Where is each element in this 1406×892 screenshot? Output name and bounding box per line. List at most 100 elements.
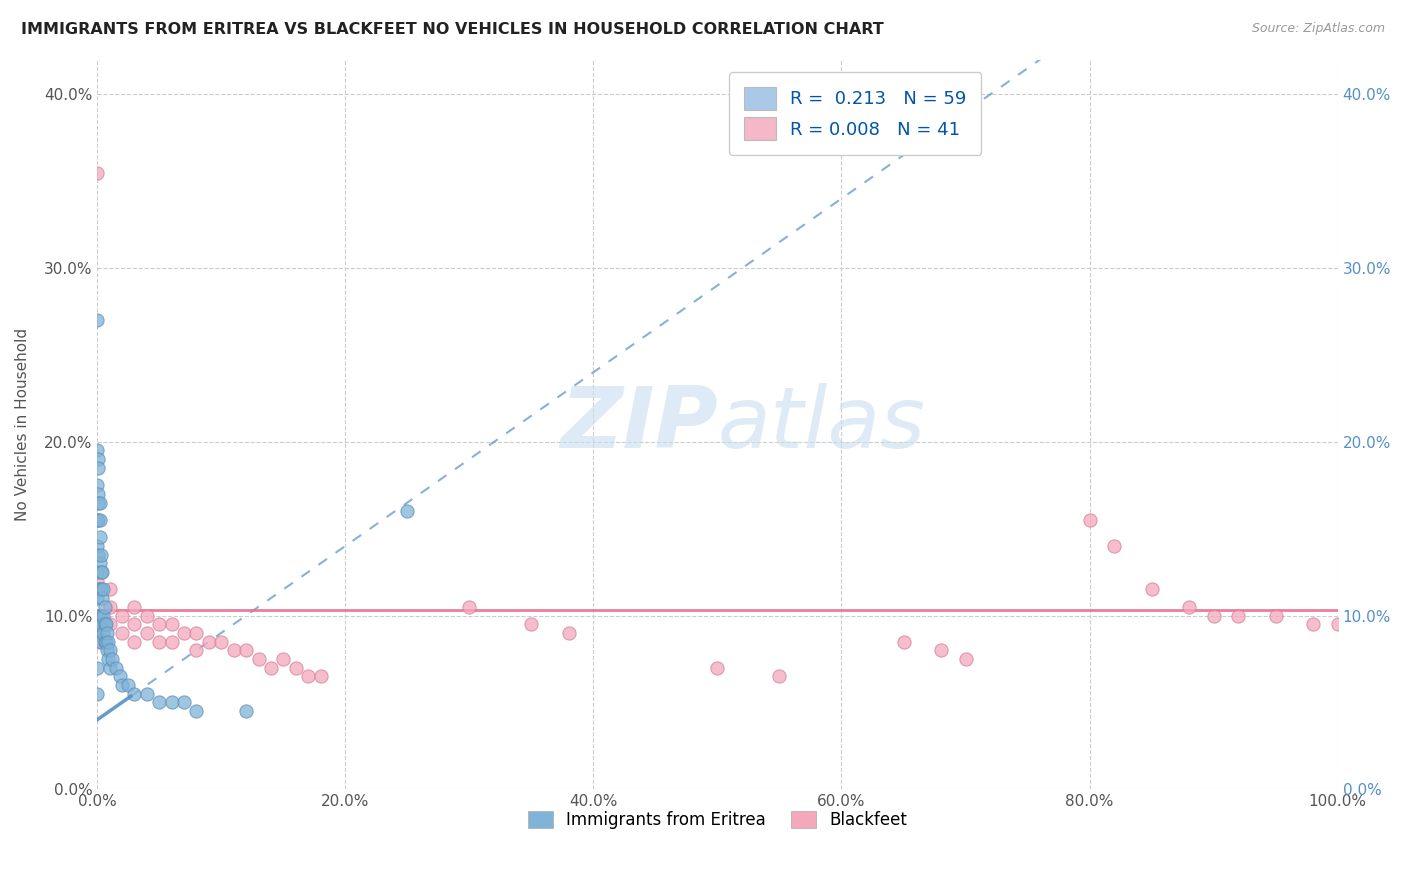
Point (89, 495, 111, 509)
Point (104, 660, 127, 674)
Point (86, 660, 108, 674)
Point (98, 599, 121, 614)
Point (91, 565, 114, 579)
Point (1104, 539, 1126, 553)
Point (97, 652, 120, 666)
Point (160, 695, 183, 709)
Point (260, 660, 283, 674)
Point (768, 669, 790, 683)
Point (111, 625, 134, 640)
Point (101, 652, 124, 666)
Point (86, 165, 108, 179)
Point (173, 625, 195, 640)
Point (235, 704, 257, 718)
Point (86, 478, 108, 492)
Point (271, 652, 294, 666)
Text: ZIP: ZIP (560, 383, 717, 466)
Point (117, 678, 139, 692)
Point (1227, 608, 1250, 623)
Point (86, 617, 108, 632)
Point (90, 565, 112, 579)
Point (91, 617, 114, 632)
Point (93, 599, 115, 614)
Point (91, 591, 114, 606)
Y-axis label: No Vehicles in Household: No Vehicles in Household (15, 328, 30, 521)
Point (297, 669, 319, 683)
Point (89, 513, 111, 527)
Point (93, 582, 115, 597)
Point (111, 608, 134, 623)
Point (135, 625, 157, 640)
Point (87, 460, 110, 475)
Point (557, 625, 579, 640)
Point (97, 634, 120, 648)
Point (1326, 617, 1348, 632)
Point (86, 313, 108, 327)
Point (520, 617, 543, 632)
Point (86, 687, 108, 701)
Point (96, 625, 118, 640)
Point (90, 634, 112, 648)
Point (94, 617, 117, 632)
Point (1302, 617, 1324, 632)
Point (1264, 608, 1286, 623)
Text: Source: ZipAtlas.com: Source: ZipAtlas.com (1251, 22, 1385, 36)
Point (1202, 608, 1225, 623)
Point (124, 687, 146, 701)
Point (90, 582, 112, 597)
Point (89, 608, 111, 623)
Point (86, 539, 108, 553)
Point (160, 617, 183, 632)
Point (90, 608, 112, 623)
Point (87, 582, 110, 597)
Point (89, 530, 111, 544)
Point (86, 634, 108, 648)
Point (87, 513, 110, 527)
Point (135, 608, 157, 623)
Point (86, 513, 108, 527)
Point (87, 495, 110, 509)
Point (186, 625, 208, 640)
Point (222, 643, 245, 657)
Point (458, 599, 481, 614)
Point (124, 599, 146, 614)
Point (1140, 582, 1163, 597)
Text: IMMIGRANTS FROM ERITREA VS BLACKFEET NO VEHICLES IN HOUSEHOLD CORRELATION CHART: IMMIGRANTS FROM ERITREA VS BLACKFEET NO … (21, 22, 884, 37)
Point (98, 617, 121, 632)
Point (135, 687, 157, 701)
Point (160, 634, 183, 648)
Point (893, 634, 915, 648)
Point (98, 643, 121, 657)
Point (93, 634, 115, 648)
Point (124, 634, 146, 648)
Point (284, 660, 307, 674)
Point (929, 643, 952, 657)
Point (93, 625, 115, 640)
Point (87, 617, 110, 632)
Point (86, 591, 108, 606)
Point (96, 643, 118, 657)
Point (148, 695, 170, 709)
Point (89, 582, 111, 597)
Point (247, 652, 270, 666)
Point (198, 634, 221, 648)
Point (98, 582, 121, 597)
Point (86, 625, 108, 640)
Legend: Immigrants from Eritrea, Blackfeet: Immigrants from Eritrea, Blackfeet (522, 804, 914, 836)
Point (86, 574, 108, 588)
Point (186, 704, 208, 718)
Point (173, 695, 195, 709)
Point (396, 504, 419, 518)
Point (111, 678, 134, 692)
Point (93, 617, 115, 632)
Point (148, 634, 170, 648)
Point (706, 660, 728, 674)
Point (89, 557, 111, 571)
Point (148, 617, 170, 632)
Point (98, 660, 121, 674)
Point (86, 565, 108, 579)
Point (309, 669, 332, 683)
Point (209, 634, 232, 648)
Point (1178, 599, 1201, 614)
Point (90, 548, 112, 562)
